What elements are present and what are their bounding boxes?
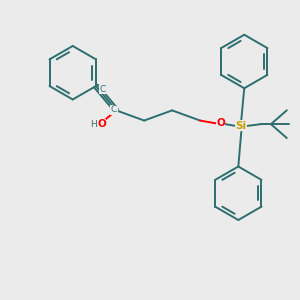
- Text: H: H: [90, 120, 97, 129]
- Text: C: C: [111, 105, 117, 114]
- Text: O: O: [216, 118, 225, 128]
- Text: O: O: [97, 119, 106, 129]
- Text: C: C: [100, 85, 106, 94]
- Text: Si: Si: [236, 121, 247, 131]
